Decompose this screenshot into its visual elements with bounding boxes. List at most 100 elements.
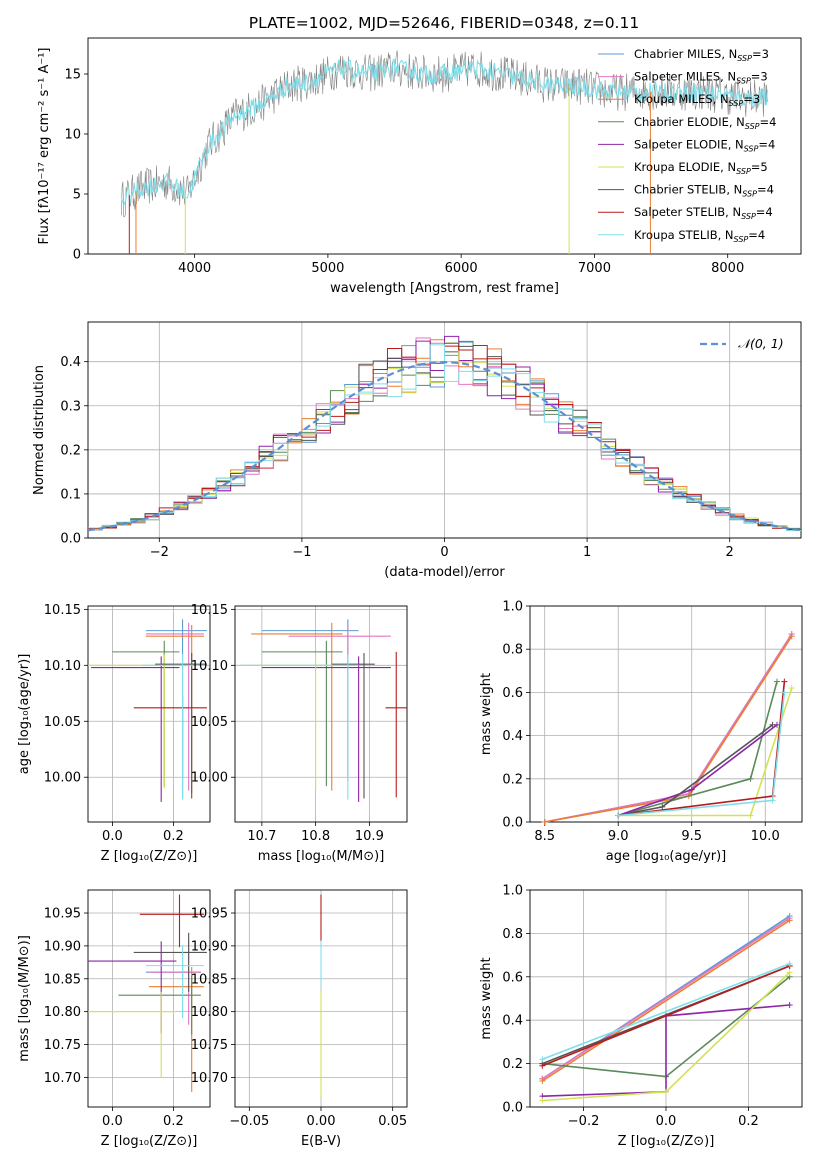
x-tick-label: 0.0	[102, 829, 123, 844]
y-tick-label: 10.90	[44, 939, 81, 954]
y-tick-label: 0.8	[502, 643, 523, 658]
weight-lines	[541, 631, 795, 825]
data-spectrum-line	[121, 50, 768, 218]
spectrum-panel: 4000 5000 6000 7000 8000 0 5 10 15 wavelength [An…	[37, 37, 802, 296]
weight-line	[541, 919, 791, 1082]
x-axis-label: (data-model)/error	[384, 565, 505, 580]
y-tick-label: 1.0	[502, 884, 523, 899]
x-tick-label: 4000	[178, 261, 211, 276]
y-tick-label: 0.4	[502, 729, 523, 744]
error-bars	[88, 619, 207, 802]
x-tick-label: 0.2	[163, 829, 184, 844]
y-tick-label: 0.4	[60, 355, 81, 370]
y-tick-label: 10.85	[191, 972, 228, 987]
x-tick-label: 2	[726, 545, 734, 560]
y-tick-label: 0.8	[502, 927, 523, 942]
gaussian-curve	[88, 360, 801, 532]
legend-label: Chabrier MILES, NSSP=3	[634, 47, 769, 63]
y-tick-label: 10.75	[44, 1038, 81, 1053]
spectrum-legend: Chabrier MILES, NSSP=3 Salpeter MILES, NS…	[598, 47, 776, 244]
y-tick-label: 0.0	[60, 532, 81, 547]
y-axis-label: mass weight	[479, 673, 494, 755]
y-tick-label: 10.70	[44, 1071, 81, 1086]
axes-frame	[87, 37, 802, 255]
y-tick-label: 15	[64, 68, 81, 83]
legend-label: Kroupa MILES, NSSP=3	[634, 92, 760, 108]
axes-frame	[529, 889, 803, 1108]
y-tick-label: 0	[73, 248, 81, 263]
y-tick-label: 10.15	[191, 603, 228, 618]
x-tick-label: 0.2	[163, 1114, 184, 1129]
error-bars	[88, 894, 207, 1092]
x-tick-label: −1	[292, 545, 311, 560]
axes-frame	[529, 605, 803, 823]
x-tick-label: −2	[150, 545, 169, 560]
legend-label: Chabrier ELODIE, NSSP=4	[634, 115, 776, 131]
weight-lines	[539, 913, 793, 1104]
figure-title: PLATE=1002, MJD=52646, FIBERID=0348, z=0…	[249, 14, 639, 32]
y-tick-label: 10.90	[191, 939, 228, 954]
y-tick-label: 10	[64, 128, 81, 143]
x-tick-label: 9.5	[681, 829, 702, 844]
x-axis-label: E(B-V)	[301, 1134, 341, 1149]
y-tick-label: 10.80	[191, 1005, 228, 1020]
legend-label: Salpeter ELODIE, NSSP=4	[634, 137, 775, 153]
x-tick-label: 8.5	[534, 829, 555, 844]
axes-frame	[234, 605, 408, 823]
x-axis-label: Z [log₁₀(Z/Z⊙)]	[101, 849, 198, 864]
legend-label: Kroupa ELODIE, NSSP=5	[634, 160, 768, 176]
age-vs-mass-panel: 10.7 10.8 10.9 10.00 10.05 10.10 10.15 mass [lo…	[191, 603, 408, 864]
y-tick-label: 10.15	[44, 603, 81, 618]
y-tick-label: 0.0	[502, 1101, 523, 1116]
weight-line	[541, 917, 791, 1080]
y-tick-label: 0.4	[502, 1014, 523, 1029]
x-tick-label: 10.8	[301, 829, 330, 844]
weight-line	[542, 963, 790, 1061]
x-tick-label: 10.7	[247, 829, 276, 844]
legend-label: Chabrier STELIB, NSSP=4	[634, 183, 774, 199]
x-tick-label: 0.00	[307, 1114, 336, 1129]
y-tick-label: 10.75	[191, 1038, 228, 1053]
y-tick-label: 0.2	[502, 772, 523, 787]
y-tick-label: 10.95	[44, 907, 81, 922]
weight-line	[544, 633, 793, 823]
weight-vs-Z-panel: −0.2 0.0 0.2 0.0 0.2 0.4 0.6 0.8 1.0 Z [log₁₀(Z/Z…	[479, 884, 803, 1149]
x-axis-label: Z [log₁₀(Z/Z⊙)]	[101, 1134, 198, 1149]
x-tick-label: 0.2	[738, 1114, 759, 1129]
x-axis-label: Z [log₁₀(Z/Z⊙)]	[618, 1134, 715, 1149]
axes-frame	[87, 889, 211, 1108]
weight-line	[544, 633, 793, 823]
y-axis-label: Flux [fλ10⁻¹⁷ erg cm⁻² s⁻¹ A⁻¹]	[37, 48, 52, 245]
legend-label: Salpeter MILES, NSSP=3	[634, 70, 768, 86]
y-tick-label: 5	[73, 188, 81, 203]
y-tick-label: 10.10	[44, 659, 81, 674]
x-tick-label: 0	[440, 545, 448, 560]
y-tick-label: 0.6	[502, 970, 523, 985]
x-tick-label: 0.05	[378, 1114, 407, 1129]
mass-vs-Z-panel: 0.0 0.2 10.70 10.75 10.80 10.85 10.90 10.95 Z [l…	[17, 889, 211, 1149]
x-tick-label: 10.0	[751, 829, 780, 844]
y-axis-label: age [log₁₀(age/yr)]	[17, 654, 32, 775]
y-tick-label: 0.2	[60, 443, 81, 458]
x-tick-label: −0.05	[229, 1114, 269, 1129]
y-tick-label: 0.3	[60, 399, 81, 414]
y-tick-label: 10.05	[191, 715, 228, 730]
histograms	[88, 335, 801, 532]
weight-line	[542, 1004, 790, 1097]
x-tick-label: 1	[583, 545, 591, 560]
y-tick-label: 10.00	[191, 771, 228, 786]
legend-label: Kroupa STELIB, NSSP=4	[634, 228, 765, 244]
y-axis-label: mass weight	[479, 957, 494, 1039]
y-tick-label: 0.2	[502, 1057, 523, 1072]
x-tick-label: 10.9	[355, 829, 384, 844]
y-tick-label: 0.1	[60, 487, 81, 502]
x-tick-label: 6000	[445, 261, 478, 276]
error-bars	[240, 619, 407, 802]
y-tick-label: 10.10	[191, 659, 228, 674]
model-spectrum-line	[120, 58, 768, 206]
y-tick-label: 10.00	[44, 771, 81, 786]
weight-vs-age-panel: 8.5 9.0 9.5 10.0 0.0 0.2 0.4 0.6 0.8 1.0 age [log₁…	[479, 600, 803, 864]
weight-line	[544, 635, 793, 823]
y-tick-label: 10.95	[191, 907, 228, 922]
x-axis-label: wavelength [Angstrom, rest frame]	[330, 281, 559, 296]
